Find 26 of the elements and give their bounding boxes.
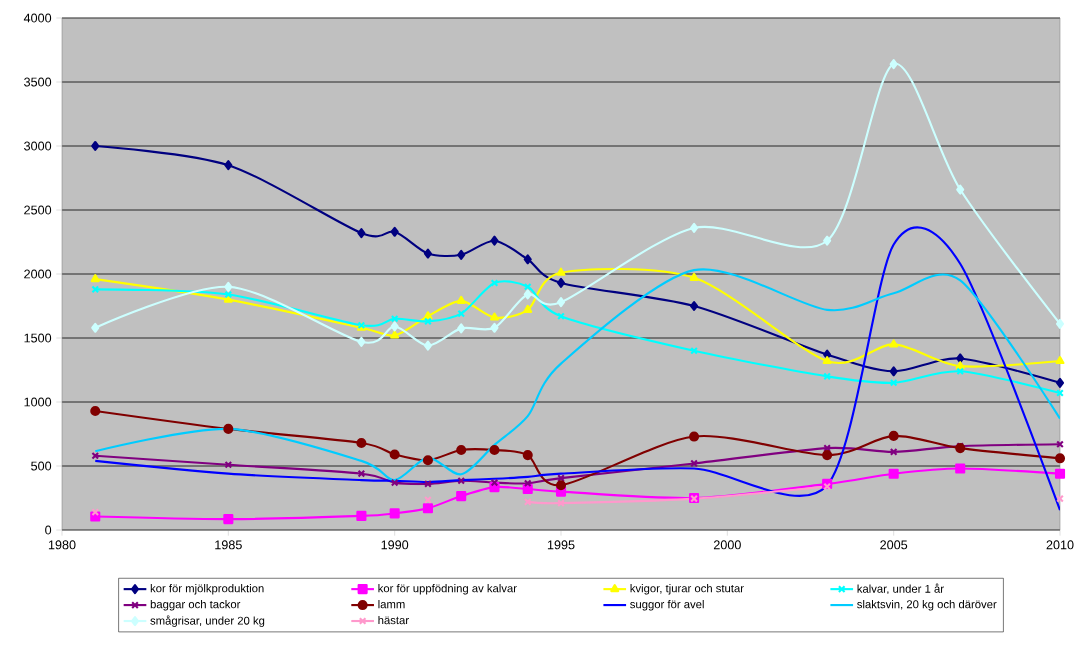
y-tick-label: 2000 xyxy=(24,269,52,279)
y-tick-label: 3000 xyxy=(24,141,52,151)
x-tick-label: 1985 xyxy=(215,540,242,550)
legend-label: suggor för avel xyxy=(630,599,704,611)
x-tick-label: 2000 xyxy=(713,540,741,550)
legend-label: lamm xyxy=(378,599,405,609)
y-tick-label: 0 xyxy=(45,525,52,535)
legend-label: kvigor, tjurar och stutar xyxy=(630,584,744,595)
y-tick-label: 1500 xyxy=(24,333,52,343)
legend-label: kor för mjölkproduktion xyxy=(150,584,264,595)
y-tick-label: 500 xyxy=(31,461,52,471)
x-tick-label: 1990 xyxy=(381,540,409,550)
x-tick-label: 2005 xyxy=(880,540,908,550)
legend-label: smågrisar, under 20 kg xyxy=(150,615,265,627)
legend-label: hästar xyxy=(378,615,409,625)
x-tick-label: 1980 xyxy=(48,540,76,550)
legend-label: kor för uppfödning av kalvar xyxy=(378,584,517,595)
legend-label: kalvar, under 1 år xyxy=(857,583,944,595)
legend-label: baggar och tackor xyxy=(150,599,241,611)
legend-label: slaktsvin, 20 kg och däröver xyxy=(857,599,997,611)
y-tick-label: 2500 xyxy=(24,205,52,215)
y-tick-label: 1000 xyxy=(24,397,52,407)
x-tick-label: 1995 xyxy=(547,540,575,550)
y-tick-label: 4000 xyxy=(23,13,52,23)
x-tick-label: 2010 xyxy=(1046,540,1074,550)
y-tick-label: 3500 xyxy=(24,77,52,87)
